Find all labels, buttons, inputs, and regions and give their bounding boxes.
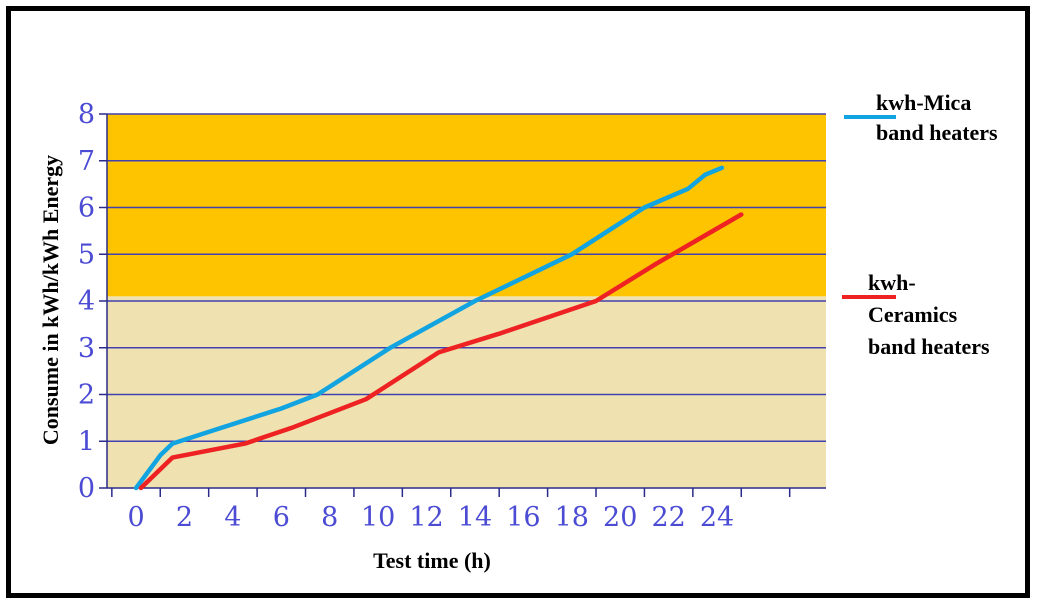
legend-item-mica: kwh-Mica band heaters — [844, 90, 998, 145]
legend-label-ceramics-line-3: band heaters — [868, 334, 990, 359]
x-tick-label-16: 16 — [506, 502, 540, 533]
y-axis-title: Consume in kWh/kWh Energy — [38, 155, 63, 445]
legend-item-ceramics: kwh- Ceramics band heaters — [842, 270, 990, 359]
y-tick-label-3: 3 — [78, 333, 95, 364]
x-tick-label-10: 10 — [361, 502, 395, 533]
x-tick-label-0: 0 — [127, 502, 144, 533]
legend-label-mica-line-2: band heaters — [876, 120, 998, 145]
x-tick-label-2: 2 — [176, 502, 193, 533]
x-tick-label-12: 12 — [409, 502, 443, 533]
x-axis-title: Test time (h) — [373, 548, 491, 573]
series-lines — [133, 165, 744, 491]
y-tick-label-6: 6 — [78, 193, 95, 224]
y-tick-label-4: 4 — [78, 286, 95, 317]
legend-label-ceramics-line-1: kwh- — [868, 270, 916, 295]
legend-label-mica-line-1: kwh-Mica — [876, 90, 971, 115]
x-tick-label-20: 20 — [603, 502, 637, 533]
legend-label-ceramics-line-2: Ceramics — [868, 302, 958, 327]
x-tick-label-4: 4 — [224, 502, 241, 533]
x-tick-label-22: 22 — [651, 502, 685, 533]
axes — [99, 113, 826, 497]
background-bands — [107, 114, 826, 488]
gridlines — [107, 113, 826, 442]
y-tick-label-2: 2 — [78, 380, 95, 411]
x-tick-label-8: 8 — [321, 502, 338, 533]
background-band-1 — [107, 114, 826, 297]
x-tick-label-24: 24 — [700, 502, 734, 533]
series-line-1 — [138, 212, 744, 491]
y-tick-label-7: 7 — [78, 146, 95, 177]
background-band-0 — [107, 296, 826, 488]
y-tick-label-8: 8 — [78, 99, 95, 130]
x-tick-label-18: 18 — [555, 502, 589, 533]
y-tick-label-0: 0 — [78, 473, 95, 504]
y-tick-label-1: 1 — [78, 426, 95, 457]
series-line-0 — [133, 165, 725, 491]
y-tick-label-5: 5 — [78, 239, 95, 270]
x-tick-label-6: 6 — [273, 502, 290, 533]
x-tick-label-14: 14 — [458, 502, 492, 533]
legend: kwh-Mica band heaters kwh- Ceramics band… — [842, 90, 998, 359]
